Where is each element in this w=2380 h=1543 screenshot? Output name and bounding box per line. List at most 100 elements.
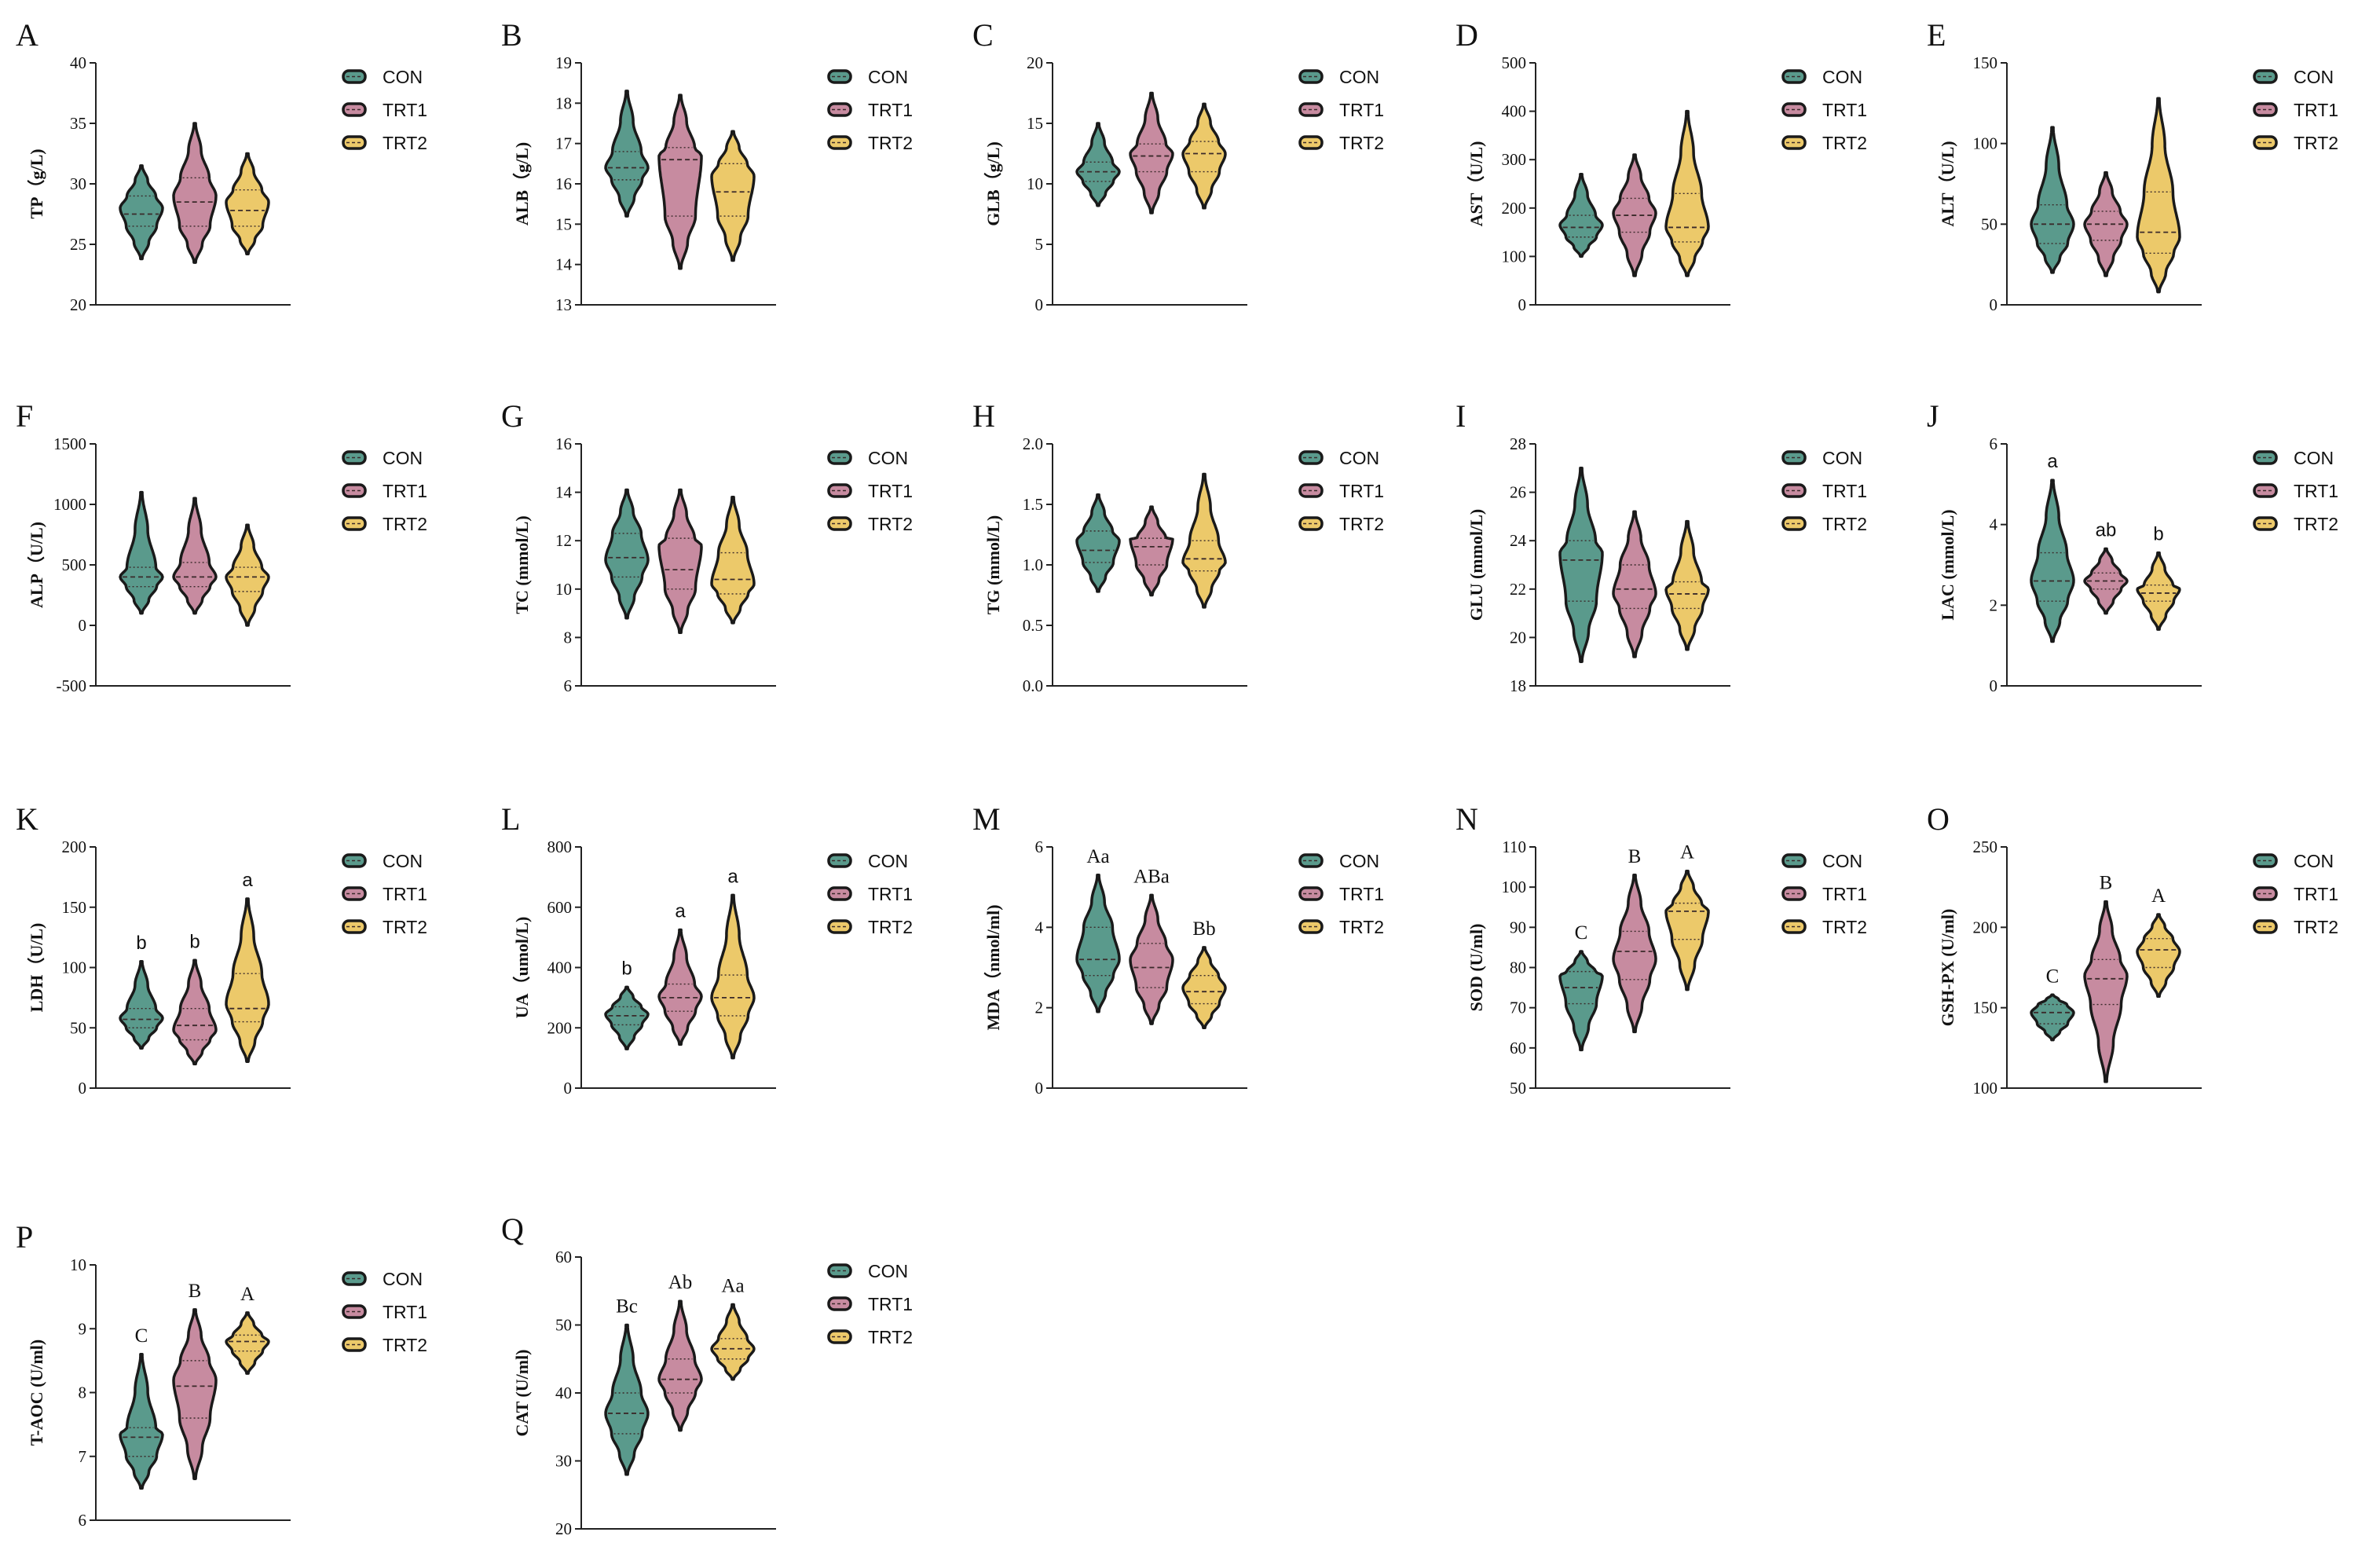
- legend-label: TRT2: [2294, 917, 2338, 937]
- y-tick-label: 6: [1035, 837, 1044, 856]
- y-tick-label: 100: [62, 958, 87, 977]
- legend-item-trt2: TRT2: [1298, 514, 1384, 534]
- legend-item-trt2: TRT2: [2253, 514, 2338, 534]
- legend-label: TRT2: [383, 917, 427, 937]
- panel-label: C: [972, 17, 994, 53]
- y-tick-label: 4: [1035, 918, 1044, 936]
- legend-label: TRT1: [1822, 481, 1867, 501]
- violin-trt1: [2083, 900, 2129, 1083]
- y-tick-label: 19: [555, 53, 572, 72]
- legend-item-trt2: TRT2: [2253, 133, 2338, 153]
- legend-item-trt1: TRT1: [827, 1294, 913, 1314]
- legend-label: TRT1: [868, 884, 913, 904]
- significance-label: a: [727, 866, 738, 887]
- legend-label: CON: [383, 1269, 423, 1289]
- legend-label: TRT1: [868, 100, 913, 120]
- y-tick-label: 800: [547, 837, 573, 856]
- legend-item-con: CON: [342, 448, 423, 468]
- y-tick-label: 30: [555, 1452, 572, 1471]
- legend-label: TRT2: [1339, 133, 1384, 153]
- y-tick-label: 1.5: [1023, 495, 1043, 514]
- y-axis-label: SOD (U/ml): [1466, 924, 1486, 1012]
- violin-con: [2030, 126, 2075, 274]
- legend-label: TRT1: [1339, 884, 1384, 904]
- y-tick-label: 1.0: [1023, 555, 1043, 574]
- panel-A: A 20 25 30 35 40 TP（g/L) CON TRT1 TRT2: [16, 17, 427, 314]
- violin-trt2: [710, 893, 756, 1060]
- y-tick-label: 200: [1973, 918, 1998, 936]
- significance-label: a: [675, 901, 686, 922]
- y-tick-label: 100: [1502, 247, 1527, 266]
- legend-item-trt1: TRT1: [1298, 884, 1384, 904]
- y-tick-label: 40: [70, 53, 86, 72]
- violin-trt1: [657, 93, 703, 270]
- violin-con: [1558, 950, 1604, 1052]
- violin-con: [2030, 478, 2075, 643]
- y-tick-label: 24: [1510, 531, 1527, 550]
- violin-con: [119, 960, 164, 1050]
- violin-con: [1558, 467, 1604, 663]
- y-axis-label: AST（U/L): [1466, 141, 1486, 227]
- y-tick-label: 200: [547, 1018, 573, 1037]
- panel-M: M 0 2 4 6 MDA（nmol/ml) Aa ABa Bb CON TRT1 TRT2: [972, 801, 1384, 1098]
- legend-item-con: CON: [1781, 448, 1862, 468]
- y-tick-label: 0: [1990, 295, 1998, 314]
- panel-O: O 100 150 200 250 GSH-PX (U/ml) C B A CON TRT1 TRT2: [1927, 801, 2338, 1098]
- legend-label: TRT2: [1822, 133, 1867, 153]
- y-tick-label: 14: [555, 483, 573, 502]
- violin-trt2: [1664, 519, 1710, 651]
- significance-label: B: [1628, 846, 1642, 867]
- y-tick-label: 0: [1035, 295, 1044, 314]
- panel-label: L: [501, 801, 520, 837]
- legend-label: CON: [2294, 448, 2334, 468]
- y-axis-label: LAC (mmol/L): [1938, 509, 1957, 620]
- legend-label: CON: [868, 851, 908, 871]
- legend-label: CON: [1339, 448, 1379, 468]
- y-tick-label: 70: [1510, 999, 1526, 1017]
- y-tick-label: 25: [70, 235, 86, 254]
- violin-trt1: [172, 1308, 218, 1480]
- legend-label: TRT1: [2294, 884, 2338, 904]
- panel-F: F -500 0 500 1000 1500 ALP（U/L) CON TRT1 TRT2: [16, 398, 427, 695]
- legend-label: TRT2: [2294, 514, 2338, 534]
- panel-label: I: [1455, 398, 1466, 434]
- violin-trt1: [657, 928, 703, 1046]
- panel-label: G: [501, 398, 524, 434]
- y-tick-label: 200: [1502, 199, 1527, 218]
- y-tick-label: 20: [1510, 628, 1526, 647]
- legend-item-con: CON: [827, 851, 908, 871]
- y-tick-label: 15: [555, 214, 572, 233]
- significance-label: a: [2047, 451, 2058, 472]
- y-tick-label: 400: [1502, 102, 1527, 121]
- significance-label: C: [2046, 966, 2060, 987]
- violin-con: [1075, 122, 1121, 207]
- y-tick-label: 8: [79, 1384, 87, 1402]
- legend-label: CON: [383, 851, 423, 871]
- panel-label: F: [16, 398, 33, 434]
- panel-label: B: [501, 17, 522, 53]
- y-tick-label: 12: [555, 531, 572, 550]
- y-tick-label: 50: [1510, 1079, 1526, 1098]
- significance-label: A: [1680, 842, 1694, 863]
- violin-trt2: [1181, 102, 1227, 210]
- y-tick-label: 2: [1990, 596, 1998, 614]
- panel-label: M: [972, 801, 1001, 837]
- legend-label: TRT1: [1822, 100, 1867, 120]
- panel-Q: Q 20 30 40 50 60 CAT (U/ml) Bc Ab Aa CON TRT1 TRT2: [501, 1211, 913, 1538]
- legend-item-trt2: TRT2: [827, 917, 913, 937]
- y-tick-label: 26: [1510, 483, 1526, 502]
- y-tick-label: 9: [79, 1319, 87, 1338]
- violin-trt1: [1129, 893, 1174, 1025]
- legend-item-trt1: TRT1: [1781, 481, 1867, 501]
- legend-item-trt2: TRT2: [827, 514, 913, 534]
- violin-trt1: [657, 1299, 703, 1432]
- violin-con: [604, 488, 650, 620]
- y-tick-label: 600: [547, 898, 573, 917]
- panel-E: E 0 50 100 150 ALT（U/L) CON TRT1 TRT2: [1927, 17, 2338, 314]
- legend-item-trt2: TRT2: [342, 514, 427, 534]
- y-tick-label: 17: [555, 134, 572, 153]
- violin-trt1: [1612, 874, 1657, 1034]
- y-axis-label: GSH-PX (U/ml): [1938, 909, 1957, 1027]
- legend-item-trt1: TRT1: [1781, 100, 1867, 120]
